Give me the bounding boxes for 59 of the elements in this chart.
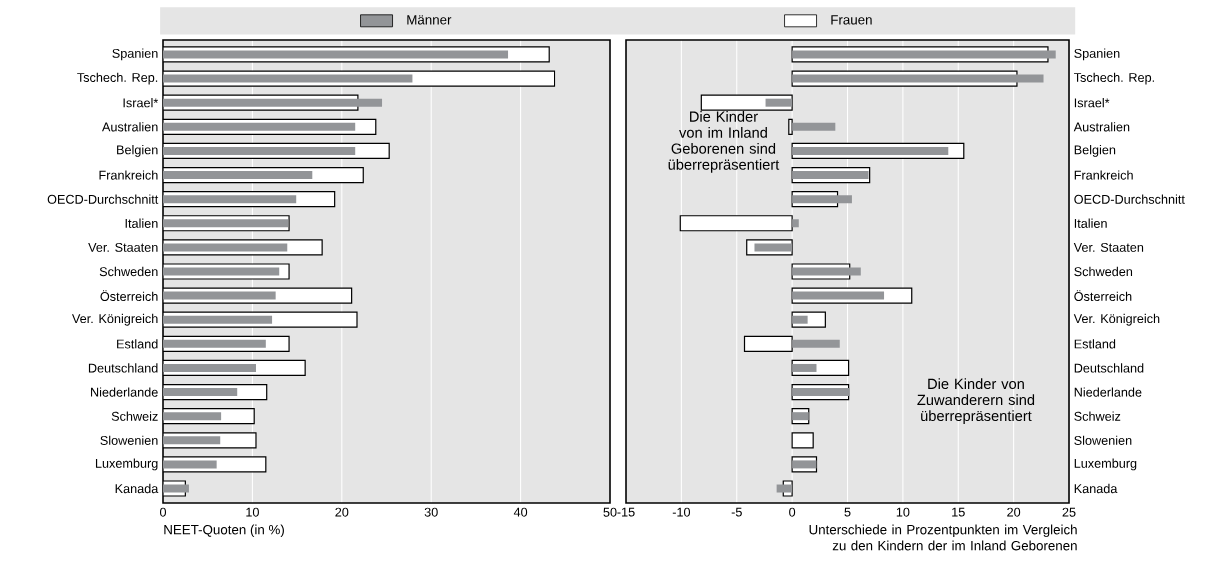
y-tick-label: Frankreich — [99, 170, 158, 180]
y-tick-label: Schweiz — [1074, 411, 1121, 421]
y-tick-label: Italien — [1074, 218, 1107, 228]
y-tick-label: Belgien — [1074, 145, 1116, 157]
y-tick-label: Ver. Staaten — [88, 242, 158, 252]
y-tick-label: Österreich — [1074, 290, 1132, 301]
x-tick-label: -15 — [617, 507, 635, 517]
x-tick-label: 25 — [1062, 507, 1076, 517]
x-tick-label: -10 — [672, 507, 691, 517]
x-axis-title: NEET-Quoten (in %) — [164, 524, 284, 538]
x-axis-title: Unterschiede in Prozentpunkten im Vergleich zu den Kindern der im Inland Geborenen — [809, 524, 1077, 551]
y-tick-label: Slowenien — [100, 435, 158, 445]
x-tick-label: 30 — [424, 507, 438, 517]
y-tick-label: Italien — [125, 218, 158, 228]
x-tick-label: 5 — [844, 507, 851, 517]
x-tick-label: 0 — [159, 507, 167, 517]
y-tick-label: Schweden — [1074, 266, 1133, 277]
annotation: Die Kinder von im Inland Geborenen sind überrepräsentiert — [668, 111, 780, 173]
y-tick-label: Luxemburg — [1074, 458, 1137, 471]
y-tick-label: Luxemburg — [95, 458, 158, 471]
legend-label: Männer — [407, 15, 452, 25]
legend-label: Frauen — [831, 15, 872, 25]
y-tick-label: Spanien — [112, 48, 158, 61]
x-tick-label: 0 — [789, 507, 796, 517]
y-tick-label: Tschech. Rep. — [1074, 72, 1154, 85]
y-tick-label: Ver. Königreich — [71, 313, 158, 326]
y-tick-label: Spanien — [1074, 48, 1120, 61]
y-tick-label: Israel* — [1074, 98, 1110, 108]
y-tick-label: OECD-Durchschnitt — [1074, 194, 1185, 204]
x-tick-label: 10 — [896, 507, 910, 517]
y-tick-label: Ver. Königreich — [1073, 313, 1160, 326]
y-tick-label: Tschech. Rep. — [77, 72, 158, 85]
x-tick-label: 20 — [1007, 507, 1021, 517]
x-tick-label: 40 — [513, 507, 528, 517]
y-tick-label: Israel* — [123, 98, 159, 108]
x-tick-label: 20 — [335, 507, 349, 517]
annotation: Die Kinder von Zuwanderern sind überrepräsentiert — [917, 378, 1035, 424]
y-tick-label: Schweden — [99, 266, 158, 277]
x-tick-label: 50 — [603, 507, 617, 517]
y-tick-label: Belgien — [117, 145, 158, 157]
y-tick-label: Estland — [1074, 339, 1116, 349]
y-tick-label: Estland — [117, 339, 158, 349]
y-tick-label: Kanada — [115, 483, 159, 494]
y-tick-label: Schweiz — [111, 411, 158, 421]
y-tick-label: Kanada — [1074, 483, 1118, 494]
y-tick-label: Niederlande — [91, 387, 158, 397]
y-tick-label: Frankreich — [1074, 170, 1133, 180]
y-tick-label: Ver. Staaten — [1073, 242, 1144, 252]
y-tick-label: Niederlande — [1074, 387, 1142, 397]
y-tick-label: Deutschland — [88, 363, 158, 373]
y-tick-label: Australien — [1073, 122, 1130, 132]
x-tick-label: 15 — [952, 507, 965, 517]
y-tick-label: OECD-Durchschnitt — [47, 194, 159, 204]
x-tick-label: -5 — [731, 507, 742, 517]
y-tick-label: Australien — [102, 122, 158, 132]
y-tick-label: Deutschland — [1074, 363, 1144, 373]
y-tick-label: Slowenien — [1074, 435, 1132, 445]
x-tick-label: 10 — [246, 507, 259, 517]
y-tick-label: Österreich — [100, 290, 158, 301]
